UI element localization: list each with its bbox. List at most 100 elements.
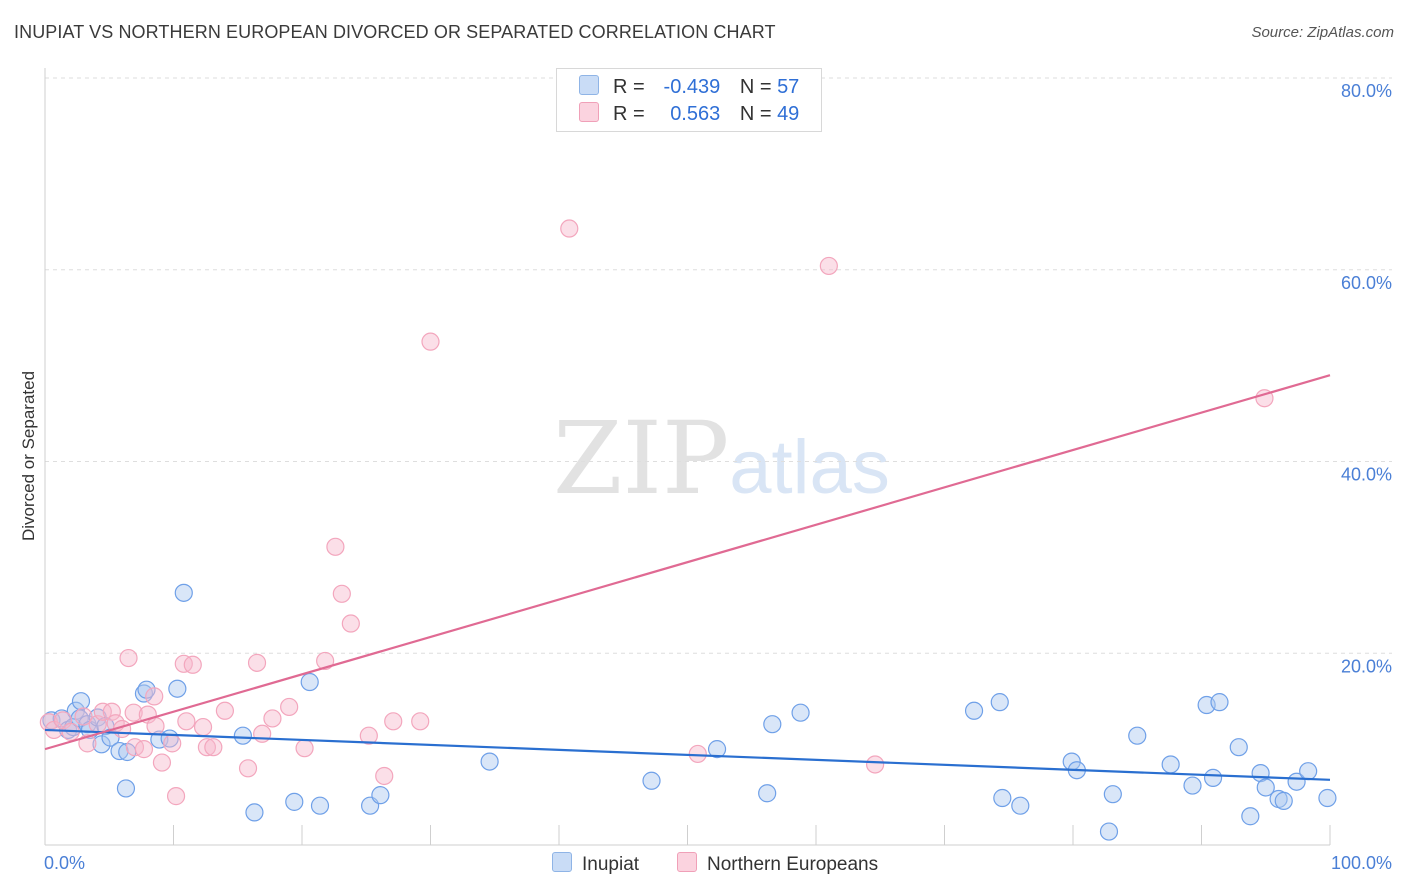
point-inupiat: [110, 741, 129, 761]
legend-n-label: N =: [739, 103, 772, 125]
point-northern-europeans: [238, 759, 258, 778]
trend-lines: [44, 374, 1331, 781]
source-credit: Source: ZipAtlas.com: [1251, 24, 1394, 41]
point-northern-europeans: [411, 712, 430, 731]
legend-row-inupiat: R = -0.439 N = 57: [579, 75, 799, 101]
point-inupiat: [1318, 788, 1337, 808]
point-inupiat: [990, 693, 1009, 712]
bottom-legend-swatch-northern-europeans: [677, 852, 697, 872]
point-northern-europeans: [384, 712, 403, 731]
point-northern-europeans: [688, 744, 707, 764]
legend-r-label: R =: [613, 103, 645, 125]
point-inupiat: [1299, 762, 1318, 781]
point-northern-europeans: [193, 717, 213, 737]
point-northern-europeans: [102, 702, 121, 721]
point-inupiat: [964, 701, 984, 720]
bottom-legend-label-northern-europeans: Northern Europeans: [707, 854, 879, 875]
point-northern-europeans: [326, 537, 345, 556]
point-inupiat: [758, 784, 777, 803]
point-inupiat: [168, 679, 187, 698]
gridlines: [45, 77, 1392, 654]
point-inupiat: [116, 779, 136, 798]
point-northern-europeans: [134, 740, 154, 759]
point-inupiat: [642, 771, 661, 790]
point-inupiat: [1274, 791, 1293, 810]
legend-r-label: R =: [613, 76, 645, 98]
y-tick-label: 20.0%: [1341, 656, 1392, 676]
point-northern-europeans: [119, 648, 138, 668]
point-northern-europeans: [125, 738, 145, 757]
point-northern-europeans: [316, 651, 335, 671]
bottom-legend-northern-europeans: Northern Europeans: [677, 852, 878, 876]
point-northern-europeans: [177, 712, 196, 731]
tick-labels: 20.0% 40.0% 60.0% 80.0% 0.0% 100.0%: [44, 81, 1392, 873]
point-northern-europeans: [866, 755, 885, 774]
legend-swatch-northern-europeans: [579, 102, 599, 122]
point-inupiat: [791, 703, 810, 722]
point-inupiat: [1099, 822, 1119, 841]
point-northern-europeans: [375, 766, 394, 786]
legend-r-value: 0.563: [670, 103, 721, 125]
legend-r-value: -0.439: [663, 76, 721, 98]
point-northern-europeans: [215, 701, 234, 720]
bottom-legend-inupiat: Inupiat: [552, 852, 639, 876]
point-inupiat: [310, 796, 330, 815]
point-northern-europeans: [204, 738, 223, 757]
point-northern-europeans: [74, 707, 93, 726]
point-inupiat: [1183, 776, 1202, 795]
point-northern-europeans: [341, 614, 360, 633]
point-inupiat: [71, 692, 91, 711]
point-inupiat: [233, 726, 252, 745]
point-northern-europeans: [359, 726, 378, 745]
point-northern-europeans: [263, 709, 282, 728]
point-northern-europeans: [295, 739, 314, 758]
watermark-atlas: atlas: [729, 425, 890, 510]
trend-line-inupiat: [44, 728, 1331, 781]
y-tick-label: 40.0%: [1341, 465, 1392, 485]
point-inupiat: [1128, 726, 1147, 745]
y-axis-title: Divorced or Separated: [19, 371, 38, 541]
point-inupiat: [993, 788, 1012, 808]
watermark-zip: ZIP: [553, 400, 730, 517]
trend-line-northern-europeans: [44, 374, 1331, 751]
point-northern-europeans: [247, 653, 267, 672]
point-inupiat: [480, 752, 499, 771]
point-inupiat: [371, 786, 390, 805]
point-northern-europeans: [146, 717, 165, 736]
point-inupiat: [285, 792, 304, 811]
point-inupiat: [707, 740, 727, 759]
point-inupiat: [1011, 796, 1030, 815]
point-northern-europeans: [145, 687, 164, 706]
point-inupiat: [1241, 807, 1260, 826]
point-northern-europeans: [332, 584, 351, 603]
y-tick-label: 60.0%: [1341, 273, 1392, 293]
point-inupiat: [92, 735, 111, 754]
point-inupiat: [174, 583, 193, 602]
point-inupiat: [1103, 785, 1122, 804]
legend-n-value: 57: [777, 76, 800, 98]
point-inupiat: [1256, 778, 1275, 797]
point-northern-europeans: [152, 753, 172, 772]
point-northern-europeans: [421, 332, 440, 351]
data-points: [39, 219, 1337, 841]
point-inupiat: [245, 803, 264, 822]
bottom-legend-label-inupiat: Inupiat: [582, 854, 640, 875]
point-inupiat: [1229, 738, 1248, 757]
x-tick-label-max: 100.0%: [1331, 853, 1392, 873]
y-tick-label: 80.0%: [1341, 81, 1392, 101]
point-northern-europeans: [560, 219, 579, 238]
point-northern-europeans: [124, 703, 143, 722]
point-inupiat: [1203, 768, 1223, 787]
point-northern-europeans: [183, 655, 202, 674]
legend-swatch-inupiat: [579, 75, 599, 95]
watermark: ZIPatlas: [553, 400, 890, 517]
x-tick-label-min: 0.0%: [44, 853, 85, 873]
point-northern-europeans: [280, 697, 299, 717]
point-inupiat: [1210, 693, 1229, 712]
legend-row-northern-europeans: R = 0.563 N = 49: [579, 102, 799, 128]
legend-n-value: 49: [777, 103, 800, 125]
point-inupiat: [137, 680, 156, 699]
legend-n-label: N =: [739, 76, 772, 98]
point-northern-europeans: [166, 787, 186, 806]
